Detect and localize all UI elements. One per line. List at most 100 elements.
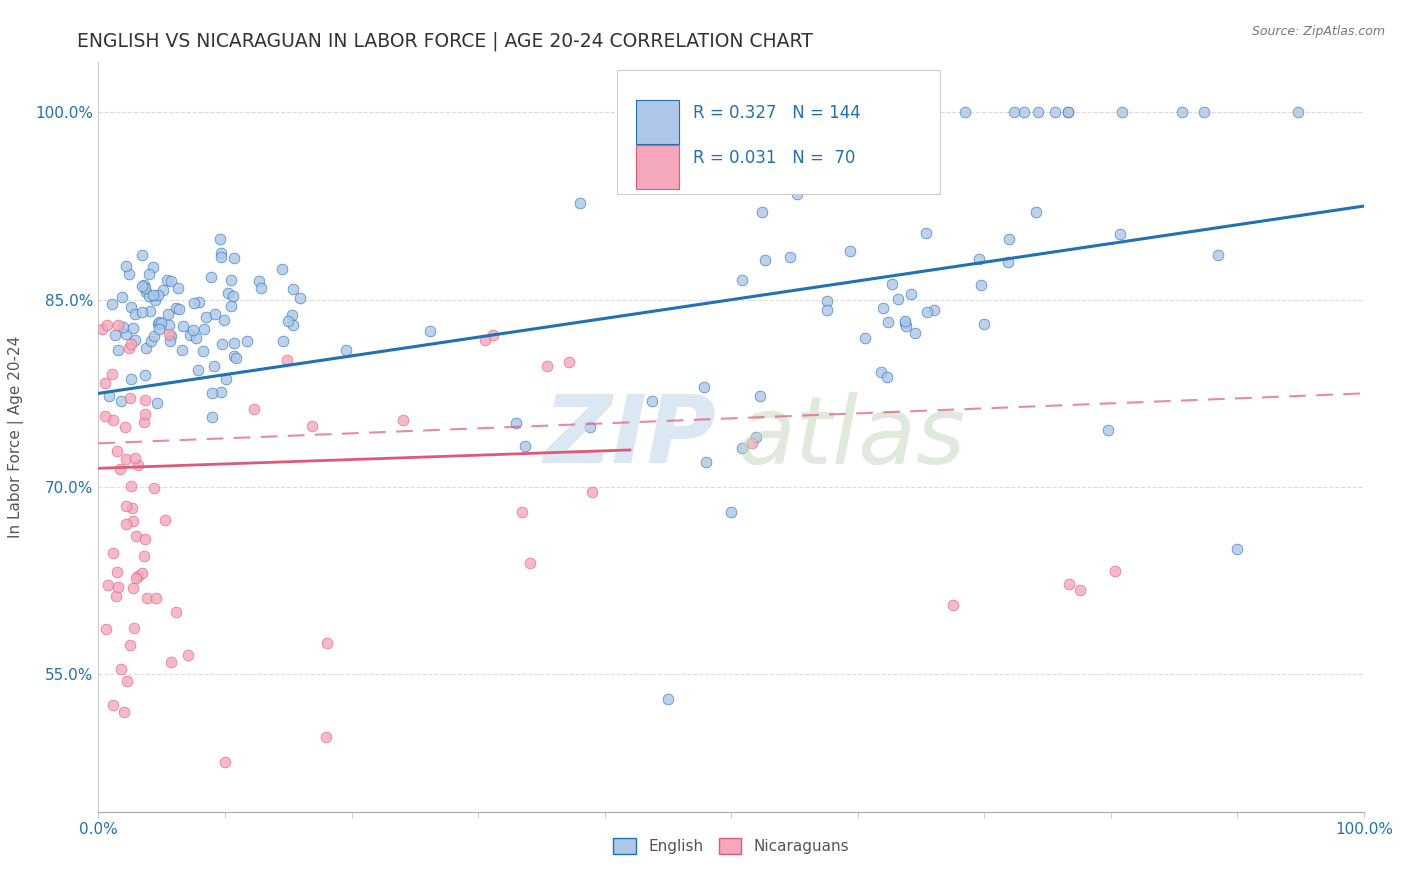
Point (997, 254, 1019, 268)
Point (96, 622, 118, 636)
Point (741, 435, 763, 450)
Point (657, 692, 679, 706)
Point (914, 227, 936, 241)
Point (815, 302, 838, 317)
Point (134, 281, 156, 295)
Y-axis label: In Labor Force | Age 20-24: In Labor Force | Age 20-24 (8, 336, 24, 538)
Point (1043, 105, 1066, 120)
Point (124, 333, 146, 347)
Point (170, 343, 193, 357)
Point (93, 376, 115, 390)
Point (315, 730, 337, 744)
Point (141, 334, 163, 349)
Point (204, 307, 226, 321)
Point (148, 287, 170, 301)
Text: R = 0.327   N = 144: R = 0.327 N = 144 (693, 103, 860, 121)
Point (110, 662, 132, 676)
Point (1097, 423, 1119, 437)
Point (107, 318, 129, 332)
Point (184, 330, 207, 344)
Point (111, 320, 134, 334)
Point (112, 705, 135, 719)
Point (915, 305, 938, 319)
Point (786, 187, 808, 202)
Point (120, 372, 142, 386)
FancyBboxPatch shape (636, 100, 679, 145)
Point (876, 369, 898, 384)
Point (1111, 105, 1133, 120)
Point (222, 349, 245, 363)
Point (183, 296, 205, 310)
Point (894, 314, 917, 328)
Point (120, 391, 142, 405)
Point (209, 250, 232, 264)
Point (131, 279, 153, 293)
Point (96, 318, 118, 333)
FancyBboxPatch shape (636, 145, 679, 189)
Point (754, 252, 776, 267)
Point (107, 343, 129, 358)
Point (181, 323, 204, 337)
Point (132, 549, 155, 563)
Point (94, 409, 117, 423)
Point (134, 392, 156, 407)
Point (751, 205, 773, 219)
Point (127, 568, 149, 582)
Point (142, 260, 165, 274)
Point (512, 505, 534, 519)
Point (731, 272, 754, 286)
Point (157, 318, 180, 332)
Point (1108, 227, 1130, 241)
Point (167, 302, 190, 317)
Point (114, 420, 136, 434)
Point (922, 302, 945, 317)
Point (872, 301, 894, 316)
Point (98, 389, 121, 403)
Point (1057, 105, 1080, 120)
Point (886, 292, 908, 306)
Point (208, 232, 231, 246)
Point (214, 755, 236, 769)
Point (315, 636, 337, 650)
Point (853, 331, 876, 345)
Point (1025, 205, 1047, 219)
Point (1104, 564, 1126, 578)
Point (120, 300, 142, 314)
Point (209, 246, 232, 260)
Point (160, 275, 183, 289)
Point (131, 566, 153, 580)
Point (165, 605, 187, 619)
Point (104, 589, 127, 603)
Point (195, 310, 218, 324)
Point (1069, 583, 1091, 598)
Point (569, 195, 592, 210)
Point (103, 413, 125, 427)
Point (970, 277, 993, 292)
Point (111, 290, 134, 304)
Point (139, 304, 162, 318)
Point (118, 267, 141, 281)
Point (1002, 105, 1025, 120)
Point (97, 577, 120, 591)
Point (193, 322, 215, 336)
Point (249, 281, 271, 295)
Point (392, 413, 415, 427)
Point (1026, 105, 1049, 120)
Point (271, 334, 294, 348)
Point (212, 313, 235, 327)
Point (101, 297, 124, 311)
Point (115, 259, 138, 273)
Point (127, 458, 149, 472)
Point (641, 393, 664, 408)
Point (474, 333, 496, 347)
Point (136, 591, 159, 606)
Point (134, 407, 156, 421)
Point (150, 316, 173, 330)
Point (839, 244, 862, 258)
Point (579, 419, 602, 434)
Point (536, 359, 558, 373)
Point (122, 582, 145, 596)
Point (124, 307, 146, 321)
Point (731, 441, 754, 455)
Text: atlas: atlas (737, 392, 966, 483)
